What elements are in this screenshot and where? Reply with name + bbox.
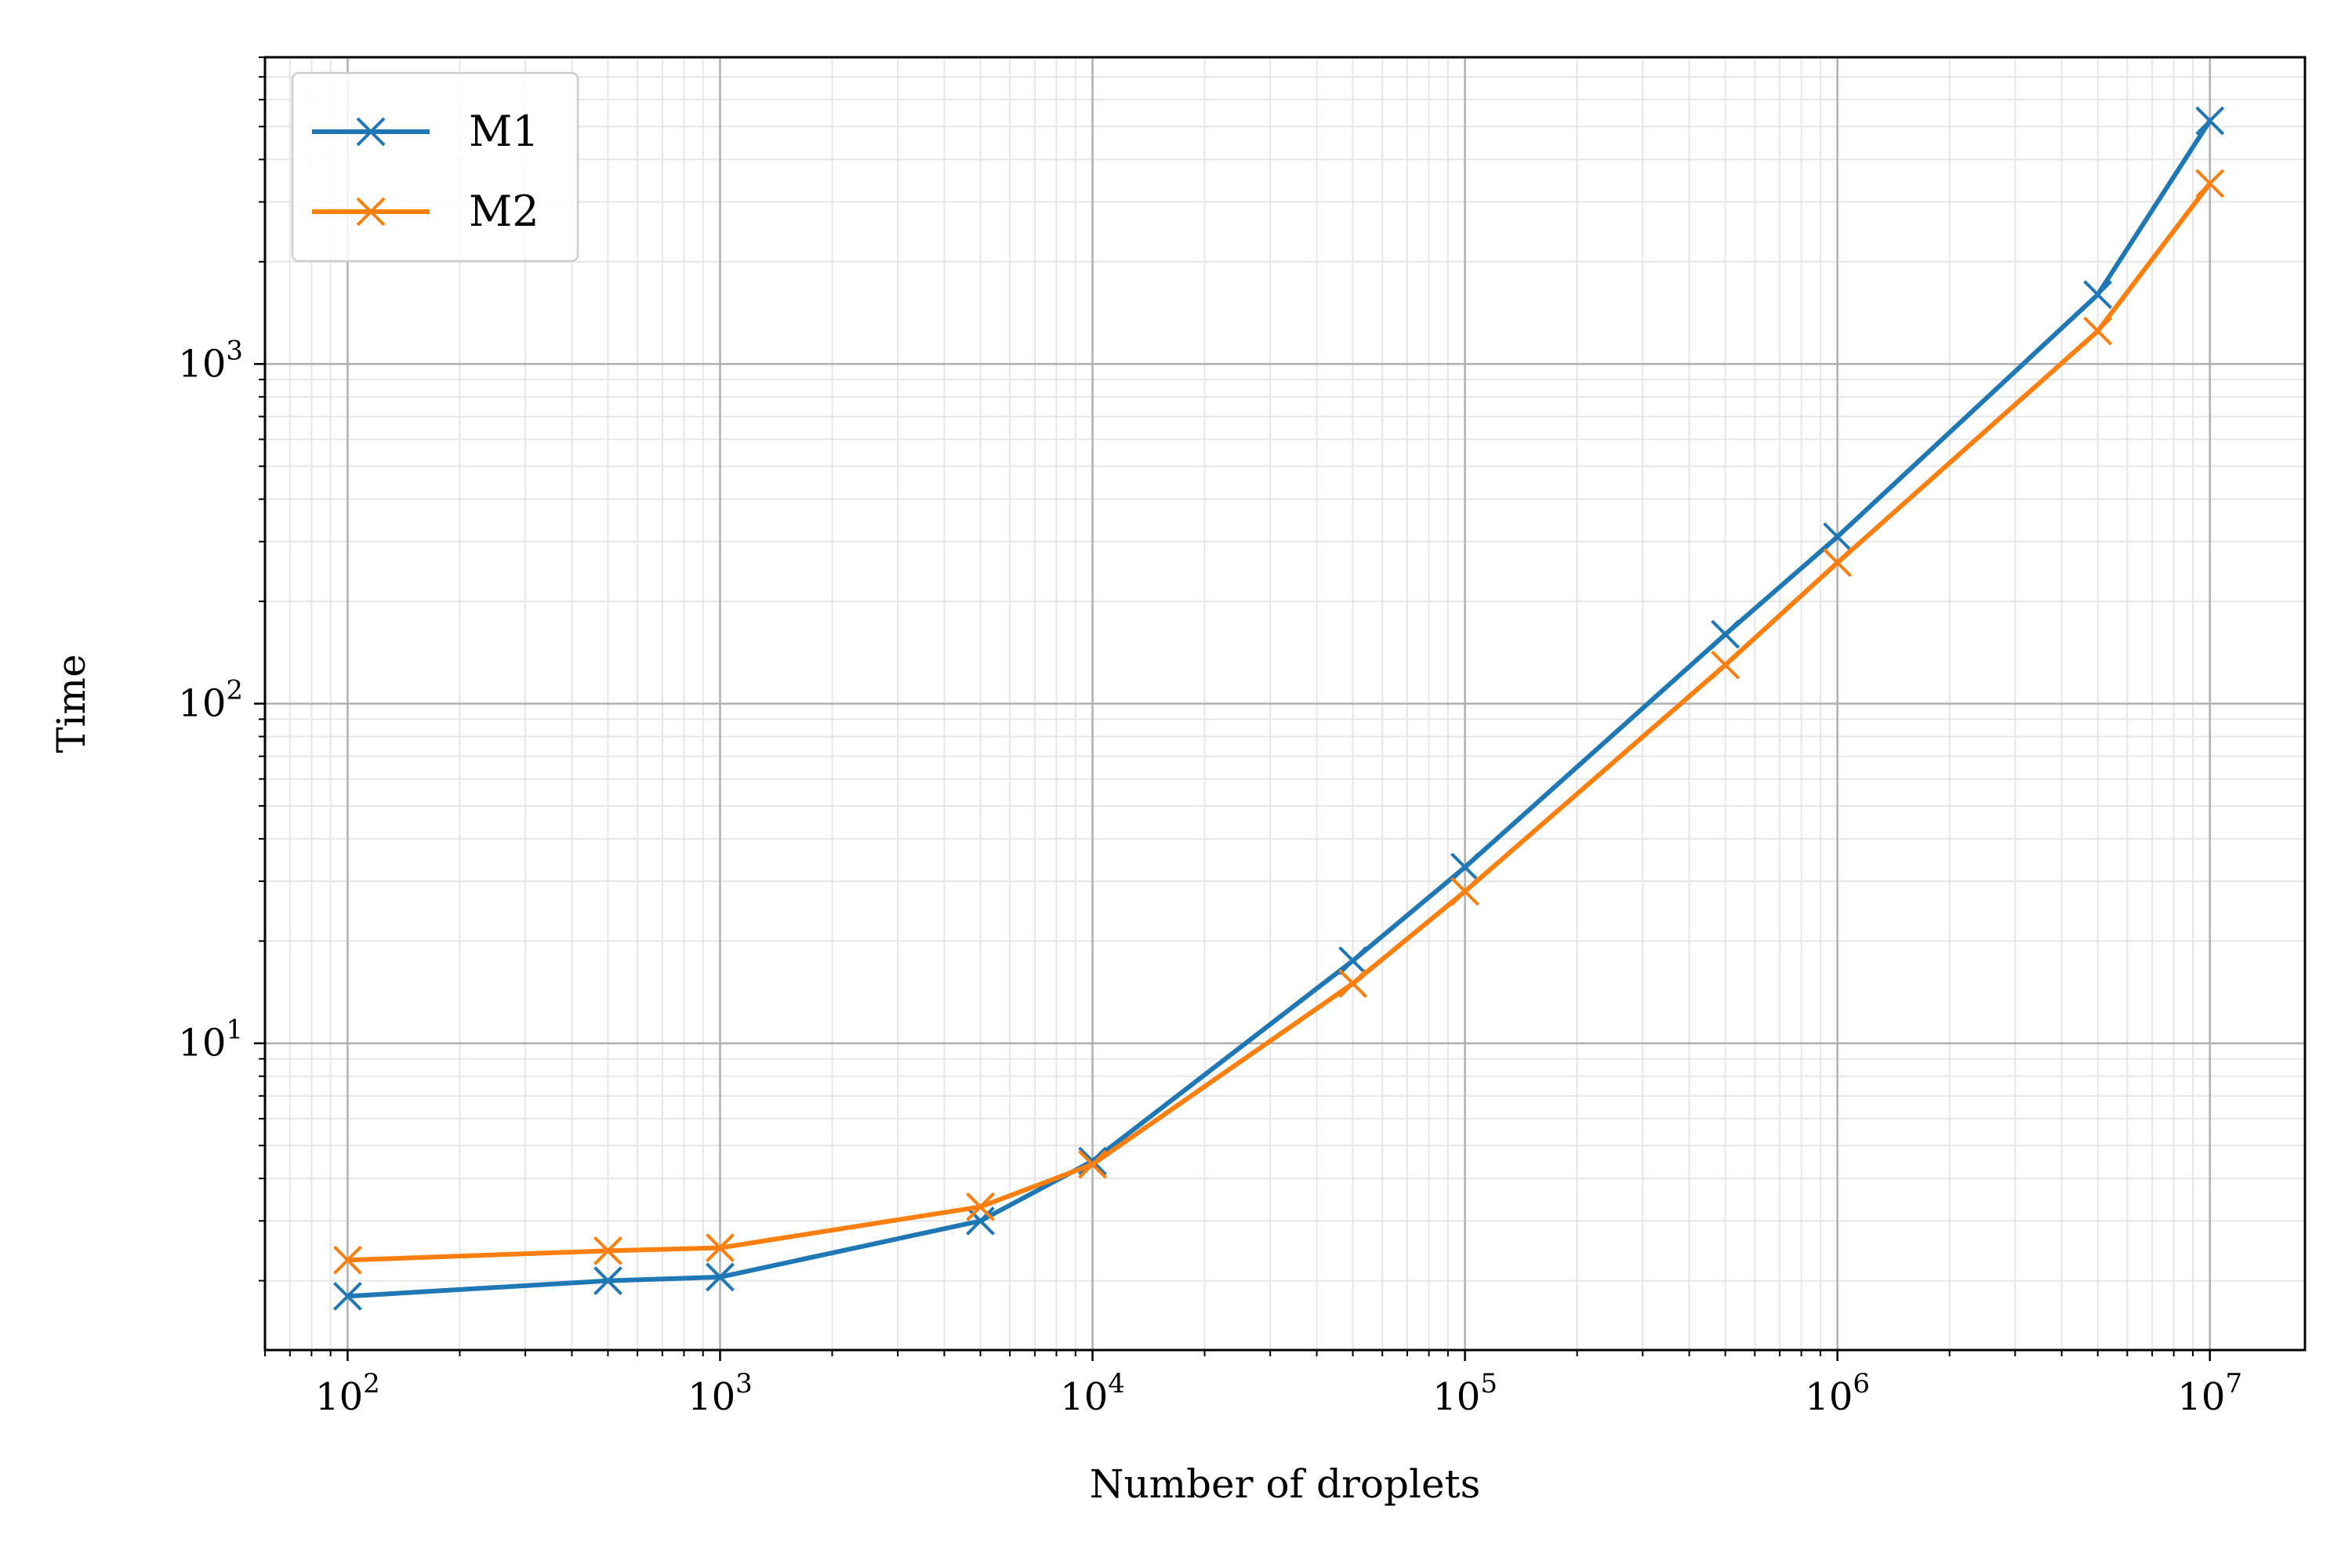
x-tick-label-exponent: 4 <box>1108 1368 1125 1399</box>
x-tick-labels: 102 103 104 105 106 107 <box>315 1368 2242 1419</box>
x-tick-label-base: 10 <box>2177 1375 2225 1419</box>
data-point-M2 <box>2195 169 2225 198</box>
x-tick-label: 105 <box>1432 1368 1497 1419</box>
x-tick-label-exponent: 2 <box>363 1368 380 1399</box>
data-point-M1 <box>706 1262 735 1292</box>
x-tick-label-exponent: 6 <box>1853 1368 1870 1399</box>
data-point-M1 <box>332 1281 362 1311</box>
data-point-M1 <box>966 1206 995 1236</box>
legend-label: M2 <box>469 187 539 236</box>
data-point-M2 <box>1711 650 1740 680</box>
data-point-M2 <box>332 1245 362 1275</box>
y-tick-label-base: 10 <box>178 1022 226 1065</box>
axis-ticks <box>254 56 2211 1361</box>
y-axis-label: Time <box>49 654 94 753</box>
data-point-M2 <box>706 1233 735 1262</box>
legend-marker <box>356 117 386 147</box>
x-tick-label-exponent: 7 <box>2225 1368 2242 1399</box>
x-tick-label: 102 <box>315 1368 380 1419</box>
data-point-M2 <box>1078 1149 1107 1179</box>
x-tick-label-base: 10 <box>1060 1375 1108 1419</box>
y-tick-label-base: 10 <box>178 342 226 386</box>
legend-marker <box>356 197 386 227</box>
x-tick-label: 104 <box>1060 1368 1125 1419</box>
x-tick-label-exponent: 5 <box>1480 1368 1497 1399</box>
y-tick-label: 102 <box>178 675 243 726</box>
x-tick-label: 107 <box>2177 1368 2242 1419</box>
y-tick-label-exponent: 2 <box>226 675 243 706</box>
x-tick-label: 103 <box>688 1368 753 1419</box>
x-tick-label-exponent: 3 <box>735 1368 753 1399</box>
x-tick-label: 106 <box>1805 1368 1870 1419</box>
data-point-M2 <box>1338 969 1367 998</box>
data-point-M1 <box>1450 852 1480 882</box>
y-tick-label-base: 10 <box>178 682 226 726</box>
y-tick-label-exponent: 1 <box>226 1014 243 1046</box>
x-tick-label-base: 10 <box>1805 1375 1853 1419</box>
data-point-M1 <box>2083 280 2113 310</box>
series-M2 <box>332 169 2225 1275</box>
y-tick-label: 103 <box>178 335 243 386</box>
series-layer <box>332 106 2225 1311</box>
legend-item-M2: M2 <box>312 187 539 236</box>
data-point-M1 <box>2195 106 2225 136</box>
x-tick-label-base: 10 <box>315 1375 363 1419</box>
y-tick-label: 101 <box>178 1014 243 1065</box>
data-point-M1 <box>1338 946 1367 975</box>
data-point-M2 <box>1450 877 1480 906</box>
legend: M1 M2 <box>291 71 579 263</box>
data-point-M1 <box>1823 522 1853 552</box>
legend-label: M1 <box>469 107 539 156</box>
series-M1 <box>332 106 2225 1311</box>
data-point-M2 <box>2083 316 2113 346</box>
x-tick-label-base: 10 <box>688 1375 735 1419</box>
major-grid <box>265 57 2305 1350</box>
x-tick-label-base: 10 <box>1432 1375 1480 1419</box>
data-point-M1 <box>593 1266 622 1295</box>
data-point-M2 <box>966 1192 995 1221</box>
x-axis-label: Number of droplets <box>1090 1461 1481 1507</box>
legend-item-M1: M1 <box>312 107 539 156</box>
data-point-M1 <box>1711 619 1740 649</box>
y-tick-label-exponent: 3 <box>226 335 243 366</box>
data-point-M2 <box>593 1236 622 1265</box>
data-point-M2 <box>1823 548 1853 578</box>
